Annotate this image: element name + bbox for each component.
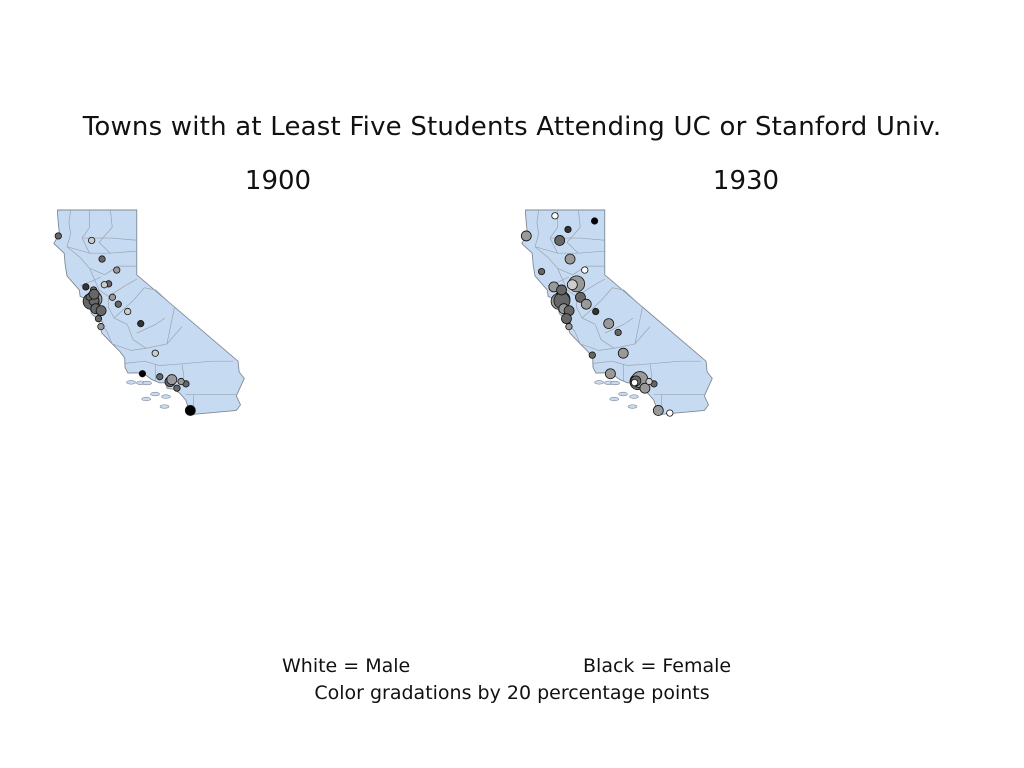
county-boundary bbox=[534, 246, 605, 254]
town-marker-1900 bbox=[88, 236, 96, 245]
town-marker-1930 bbox=[554, 235, 566, 246]
town-marker-1900 bbox=[156, 373, 164, 381]
town-marker-1900 bbox=[98, 255, 106, 263]
channel-island bbox=[142, 380, 152, 386]
california-map-1930 bbox=[520, 209, 713, 417]
town-marker-1900 bbox=[88, 288, 100, 300]
town-marker-1930 bbox=[645, 377, 653, 386]
county-boundary bbox=[572, 265, 605, 276]
county-boundary bbox=[534, 246, 573, 276]
town-marker-1930 bbox=[652, 405, 664, 416]
map-year-1900: 1900 bbox=[244, 166, 312, 196]
county-boundary bbox=[81, 210, 90, 254]
county-boundary bbox=[623, 289, 643, 344]
county-boundary bbox=[98, 209, 113, 254]
town-marker-1930 bbox=[614, 328, 622, 337]
county-boundary bbox=[66, 246, 137, 254]
channel-island bbox=[150, 391, 160, 397]
county-boundary bbox=[66, 246, 105, 276]
town-marker-1930 bbox=[605, 368, 616, 380]
county-boundary bbox=[534, 209, 540, 247]
county-boundary bbox=[125, 360, 233, 366]
town-marker-1930 bbox=[564, 225, 572, 234]
town-marker-1900 bbox=[108, 293, 117, 301]
channel-island bbox=[594, 380, 604, 385]
county-boundary bbox=[593, 360, 701, 366]
legend-black-female: Black = Female bbox=[583, 655, 732, 677]
town-marker-1930 bbox=[520, 230, 532, 242]
town-marker-1930 bbox=[617, 347, 629, 359]
town-marker-1900 bbox=[138, 370, 147, 378]
town-marker-1900 bbox=[184, 405, 196, 416]
county-boundary bbox=[566, 209, 581, 254]
channel-island bbox=[126, 380, 136, 385]
town-marker-1900 bbox=[94, 315, 103, 323]
county-boundary bbox=[126, 324, 183, 349]
county-boundary bbox=[576, 296, 596, 325]
town-marker-1930 bbox=[566, 279, 578, 291]
channel-island bbox=[161, 394, 171, 399]
town-marker-1900 bbox=[100, 281, 108, 289]
town-marker-1900 bbox=[82, 283, 90, 291]
town-marker-1930 bbox=[556, 284, 567, 296]
county-boundary bbox=[66, 209, 72, 247]
county-boundary bbox=[155, 289, 175, 344]
town-marker-1930 bbox=[592, 307, 600, 316]
county-boundary bbox=[136, 317, 166, 334]
figure-title: Towns with at Least Five Students Attend… bbox=[82, 112, 942, 142]
town-marker-1900 bbox=[177, 377, 185, 386]
town-marker-1900 bbox=[151, 349, 159, 357]
channel-island bbox=[618, 391, 628, 397]
california-map-1900 bbox=[53, 209, 245, 416]
town-marker-1930 bbox=[666, 409, 674, 417]
channel-island bbox=[610, 380, 620, 386]
county-boundary bbox=[604, 317, 634, 334]
town-marker-1930 bbox=[639, 382, 651, 394]
map-year-1930: 1930 bbox=[712, 166, 780, 196]
county-boundary bbox=[108, 296, 128, 325]
town-marker-1900 bbox=[97, 323, 105, 331]
town-marker-1930 bbox=[551, 212, 559, 220]
county-boundary bbox=[89, 268, 137, 297]
town-marker-1930 bbox=[603, 318, 615, 330]
town-marker-1900 bbox=[54, 232, 62, 240]
channel-island bbox=[609, 396, 619, 402]
channel-island bbox=[141, 396, 151, 402]
town-marker-1930 bbox=[581, 266, 589, 274]
town-marker-1930 bbox=[564, 253, 576, 265]
county-boundary bbox=[581, 287, 624, 319]
town-marker-1900 bbox=[114, 300, 122, 308]
town-marker-1930 bbox=[575, 291, 586, 303]
county-boundary bbox=[104, 265, 137, 276]
town-marker-1930 bbox=[537, 267, 546, 276]
channel-island bbox=[629, 394, 639, 399]
legend-note: Color gradations by 20 percentage points bbox=[314, 682, 710, 704]
county-boundary bbox=[580, 343, 615, 351]
town-marker-1930 bbox=[565, 323, 573, 331]
town-marker-1900 bbox=[124, 307, 132, 316]
town-marker-1930 bbox=[580, 298, 592, 310]
town-marker-1930 bbox=[630, 378, 639, 387]
town-marker-1930 bbox=[590, 217, 599, 225]
county-boundary bbox=[113, 287, 156, 319]
town-marker-1930 bbox=[561, 313, 572, 325]
channel-island bbox=[627, 404, 638, 409]
town-marker-1900 bbox=[166, 374, 178, 385]
channel-island bbox=[159, 404, 170, 409]
town-marker-1900 bbox=[137, 320, 145, 328]
legend-white-male: White = Male bbox=[282, 655, 411, 677]
county-boundary bbox=[112, 343, 147, 351]
town-marker-1900 bbox=[113, 266, 121, 274]
town-marker-1900 bbox=[95, 305, 107, 317]
county-boundary bbox=[549, 210, 558, 254]
town-marker-1930 bbox=[588, 351, 596, 359]
town-marker-1900 bbox=[173, 384, 181, 392]
